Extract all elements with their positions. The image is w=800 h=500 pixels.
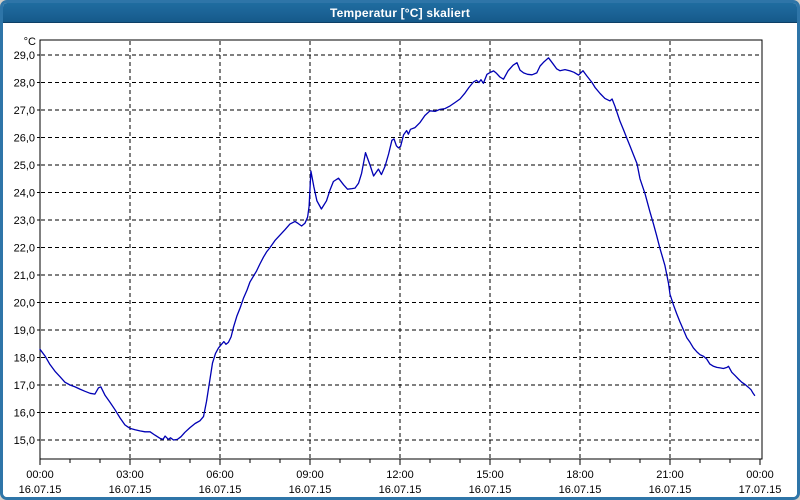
y-axis-tick-label: 19,0 xyxy=(14,325,35,337)
x-axis-date-label: 16.07.15 xyxy=(649,484,692,496)
temperature-chart: 29,0 28,0 27,0 26,0 25,0 24,0 23,0 22,0 21,0 20,0… xyxy=(14,36,782,496)
x-axis-time-label: 12:00 xyxy=(386,469,414,481)
x-axis-date-label: 16.07.15 xyxy=(469,484,512,496)
y-axis-tick-label: 27,0 xyxy=(14,105,35,117)
temperature-series-line xyxy=(39,57,756,441)
window-title: Temperatur [°C] skaliert xyxy=(329,6,471,20)
window-title-bar: Temperatur [°C] skaliert xyxy=(3,3,797,23)
y-axis-tick-label: 22,0 xyxy=(14,243,35,255)
x-axis-date-label: 16.07.15 xyxy=(289,484,332,496)
y-axis-tick-label: 29,0 xyxy=(14,50,35,62)
x-axis-time-label: 18:00 xyxy=(566,469,594,481)
y-axis-tick-label: 23,0 xyxy=(14,215,35,227)
x-axis-time-label: 15:00 xyxy=(476,469,504,481)
y-axis-tick-label: 16,0 xyxy=(14,408,35,420)
y-axis-tick-label: 28,0 xyxy=(14,78,35,90)
x-axis-time-label: 09:00 xyxy=(296,469,324,481)
y-gridlines: 29,0 28,0 27,0 26,0 25,0 24,0 23,0 22,0 21,0 20,0… xyxy=(14,50,761,447)
y-axis-tick-label: 21,0 xyxy=(14,270,35,282)
x-axis-time-label: 00:00 xyxy=(746,469,774,481)
y-axis-tick-label: 24,0 xyxy=(14,188,35,200)
x-axis-date-label: 16.07.15 xyxy=(19,484,62,496)
x-axis-date-label: 17.07.15 xyxy=(739,484,782,496)
plot-border xyxy=(39,39,763,460)
y-axis-tick-label: 20,0 xyxy=(14,298,35,310)
y-axis-tick-label: 15,0 xyxy=(14,435,35,447)
x-gridlines: 00:00 16.07.15 03:00 16.07.15 06:00 16.07.15 0… xyxy=(19,41,782,496)
x-axis-date-label: 16.07.15 xyxy=(379,484,422,496)
x-axis-date-label: 16.07.15 xyxy=(199,484,242,496)
chart-area: 29,0 28,0 27,0 26,0 25,0 24,0 23,0 22,0 21,0 20,0… xyxy=(3,23,797,497)
y-axis-tick-label: 18,0 xyxy=(14,353,35,365)
x-axis-time-label: 03:00 xyxy=(116,469,144,481)
x-axis-date-label: 16.07.15 xyxy=(559,484,602,496)
y-axis-tick-label: 17,0 xyxy=(14,380,35,392)
y-axis-tick-label: 25,0 xyxy=(14,160,35,172)
x-axis-time-label: 06:00 xyxy=(206,469,234,481)
x-axis-time-label: 00:00 xyxy=(26,469,54,481)
y-axis-unit-label: °C xyxy=(24,36,36,48)
x-axis-time-label: 21:00 xyxy=(656,469,684,481)
y-axis-tick-label: 26,0 xyxy=(14,133,35,145)
x-axis-date-label: 16.07.15 xyxy=(109,484,152,496)
